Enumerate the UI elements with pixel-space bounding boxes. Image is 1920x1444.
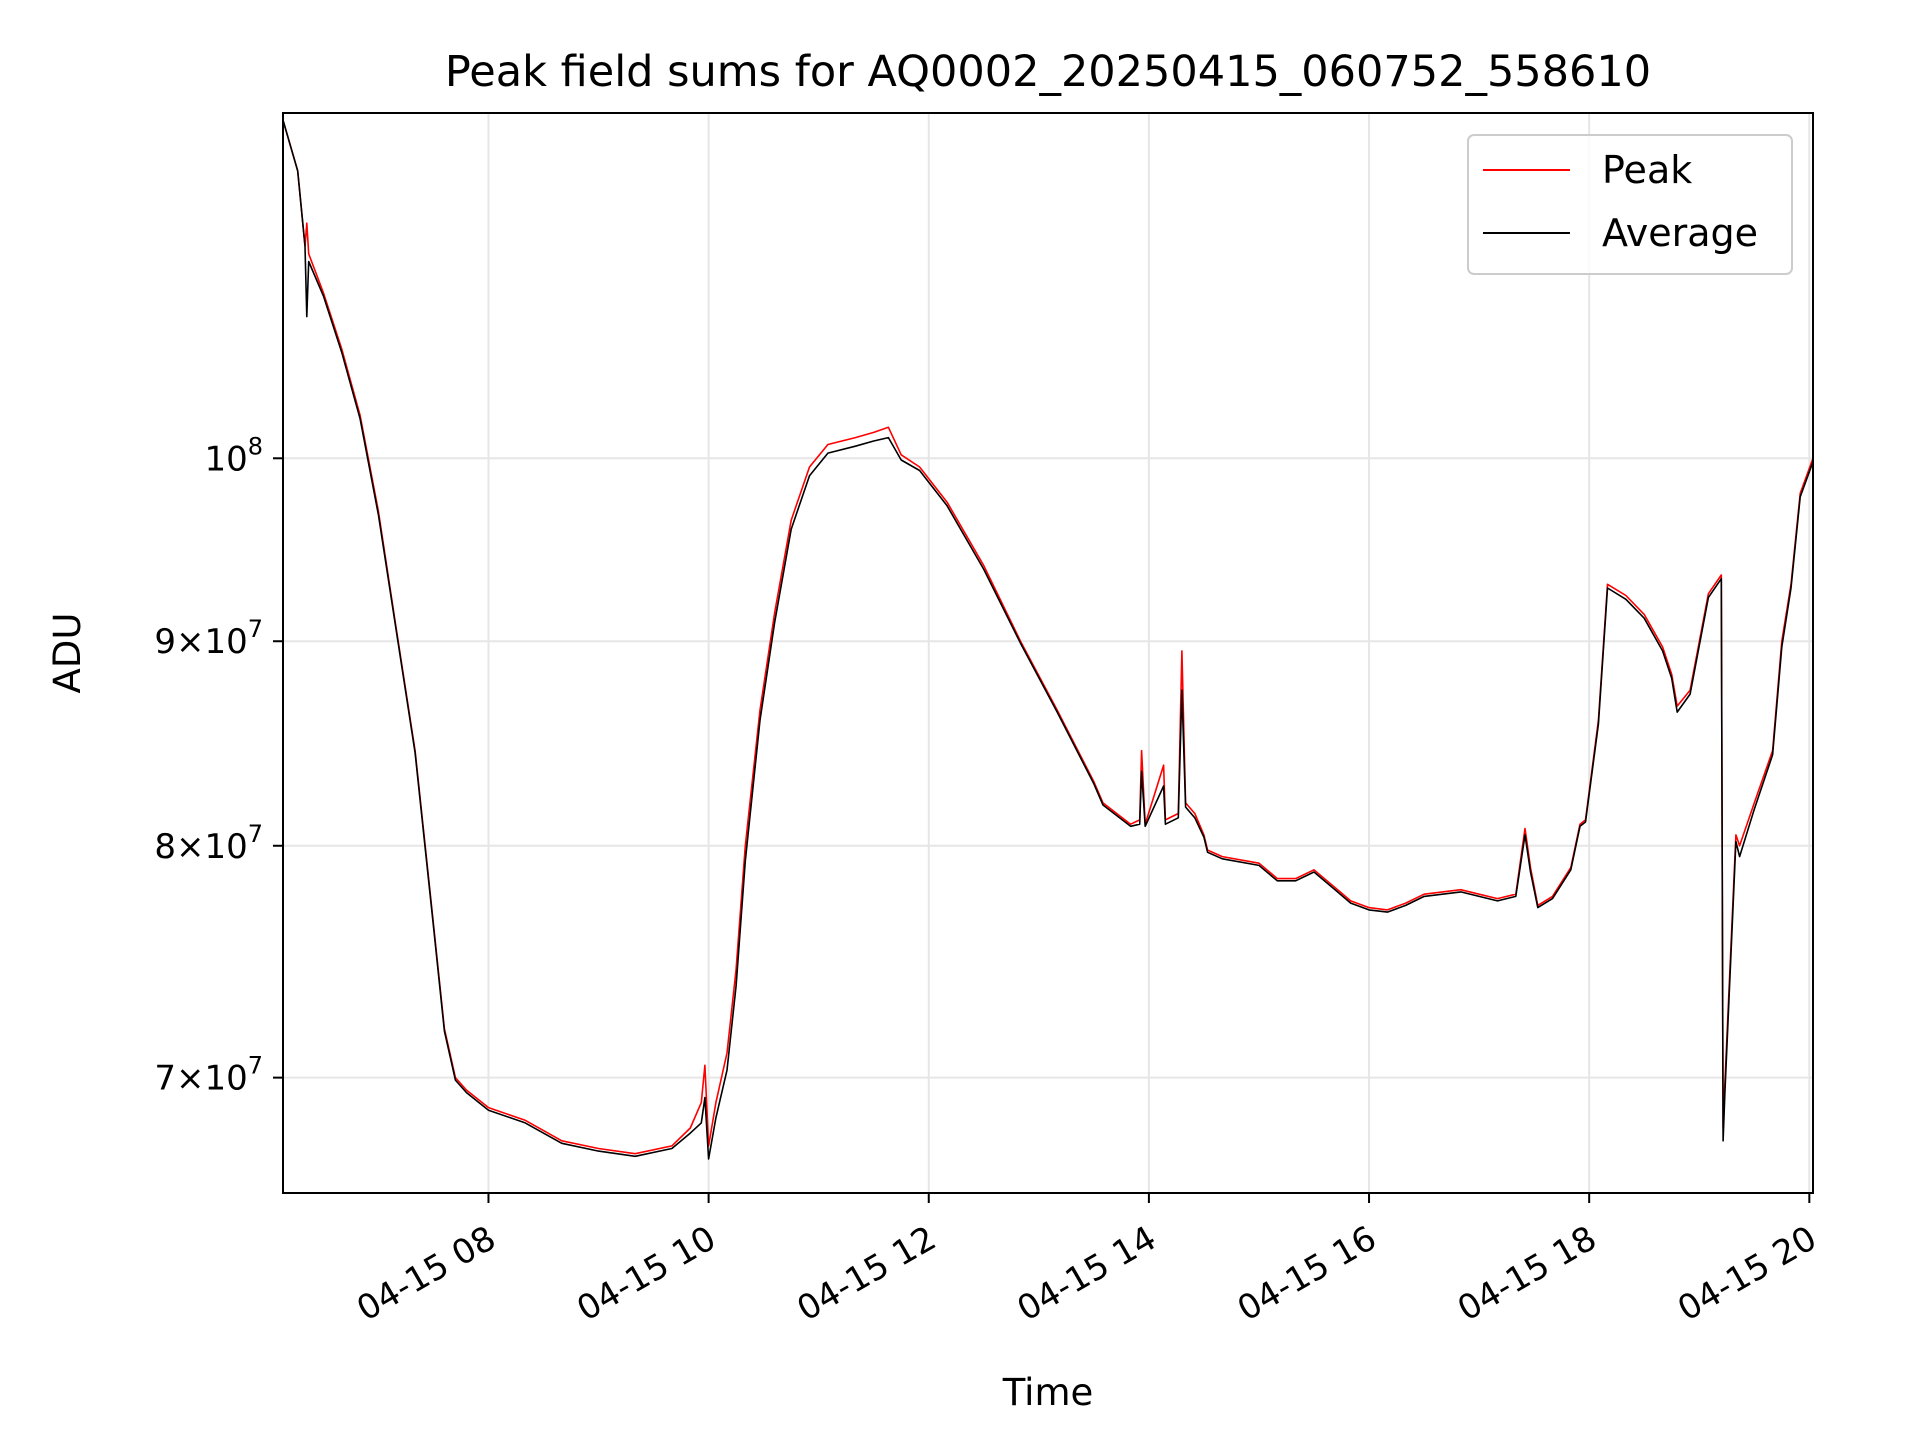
y-tick-label: 7×107 xyxy=(154,1052,263,1099)
grid-lines xyxy=(283,113,1813,1193)
legend-label-peak: Peak xyxy=(1602,148,1692,192)
plot-frame xyxy=(282,112,1814,1194)
y-axis-label: ADU xyxy=(46,613,89,694)
series-line-average xyxy=(283,119,1813,1160)
legend-label-average: Average xyxy=(1602,211,1758,255)
y-tick-label: 8×107 xyxy=(154,820,263,867)
x-axis-label: Time xyxy=(1002,1371,1094,1414)
y-axis-ticks: 7×107 8×107 9×107 108 xyxy=(154,432,283,1099)
legend: Peak Average xyxy=(1467,134,1793,275)
chart-title: Peak field sums for AQ0002_20250415_0607… xyxy=(445,47,1651,97)
series-lines xyxy=(283,119,1813,1160)
y-tick-label: 108 xyxy=(204,432,263,479)
y-tick-label: 9×107 xyxy=(154,615,263,662)
